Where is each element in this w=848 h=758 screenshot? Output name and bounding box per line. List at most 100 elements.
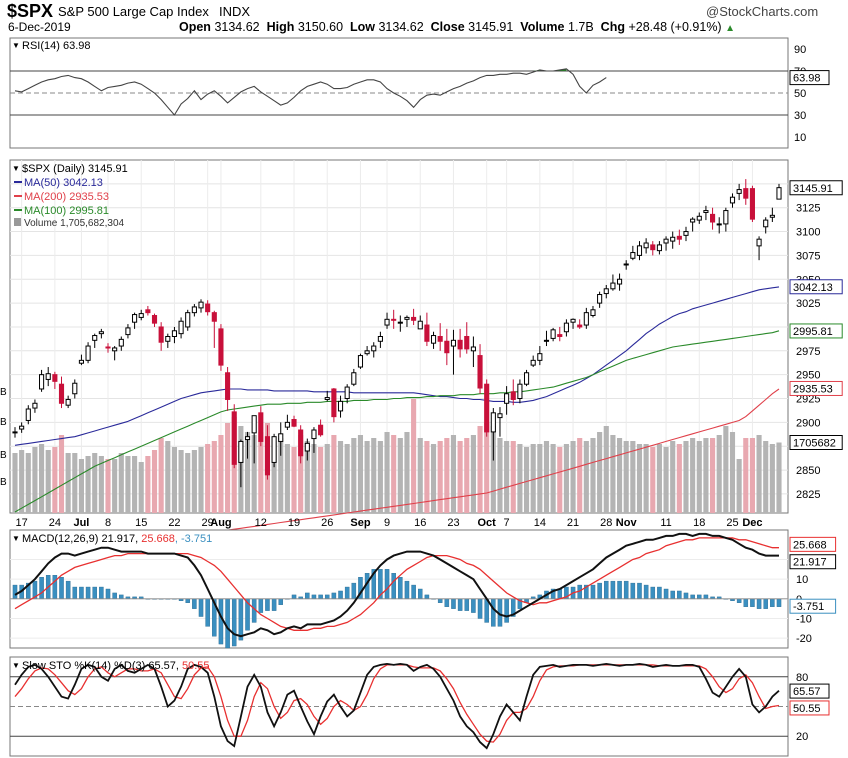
ma50-value-box-box: [789, 279, 843, 295]
candle-body: [776, 187, 782, 200]
volume-bar: [78, 459, 84, 513]
candle-body: [191, 306, 197, 314]
macd-histogram-bar: [743, 598, 749, 607]
candle-body: [331, 388, 337, 418]
volume-bar: [424, 441, 430, 513]
macd-histogram-bar: [52, 575, 58, 600]
volume-bar: [557, 447, 563, 513]
candle-body: [377, 336, 383, 342]
volume-bar: [530, 444, 536, 513]
up-arrow-icon: ▲: [725, 23, 735, 34]
volume-bar: [58, 435, 65, 513]
volume-bar: [337, 441, 344, 513]
volume-bar: [244, 432, 251, 513]
volume-bar: [776, 442, 782, 513]
volume-bar: [377, 441, 383, 513]
macd-histogram-bar: [756, 598, 762, 609]
volume-bar: [477, 426, 483, 513]
volume-bar: [756, 435, 762, 513]
high-label: High: [266, 20, 295, 34]
candle-body: [490, 412, 496, 433]
sto-tick-label: 20: [796, 731, 808, 743]
candle-body: [105, 346, 111, 349]
ma50-value-box: 3042.13: [793, 282, 833, 294]
volume-bar: [430, 444, 437, 513]
ma200-value-box: 2935.53: [793, 383, 833, 395]
macd-histogram-bar: [39, 577, 44, 600]
candle-body: [437, 336, 443, 342]
volume-bar: [749, 438, 755, 513]
price-tick-label: 2825: [796, 489, 820, 501]
ma200-value-box-box: [789, 380, 843, 396]
candle-body: [683, 231, 689, 236]
candle-body: [65, 398, 71, 406]
volume-bar: [351, 438, 357, 513]
x-axis-label: Sep: [350, 517, 370, 529]
candle-body: [643, 242, 649, 249]
macd-histogram-bar: [344, 586, 350, 600]
candle-body: [72, 382, 78, 395]
x-axis-label: 28: [600, 517, 612, 529]
macd-value: 21.917,: [101, 533, 141, 545]
volume-bar: [636, 444, 643, 513]
volume-bar: [39, 444, 45, 513]
macd-legend: MACD(12,26,9) 21.917, 25.668, -3.751: [22, 533, 212, 545]
price-value-box-box: [789, 180, 843, 196]
x-axis-label: Aug: [210, 517, 231, 529]
macd-collapse-icon: ▼: [12, 534, 20, 543]
candle-body: [484, 383, 490, 433]
volume-bar: [517, 444, 523, 513]
macd-signal-value-box: 25.668: [793, 539, 827, 551]
volume-bar: [484, 423, 490, 513]
rsi-tick-label: 90: [794, 44, 806, 56]
candle-body: [278, 433, 284, 442]
macd-histogram-bar: [318, 594, 323, 600]
macd-histogram-bar: [610, 580, 616, 600]
volume-value-box-box: [789, 435, 843, 450]
candle-body: [444, 340, 450, 354]
close-label: Close: [430, 20, 465, 34]
macd-histogram-bar: [105, 588, 111, 600]
candle-body: [138, 313, 144, 318]
volume-bar: [171, 447, 178, 513]
volume-bar: [72, 453, 78, 513]
volume-bar: [656, 444, 662, 513]
volume-bar: [616, 438, 623, 513]
sto-k-value: 65.57,: [148, 660, 182, 672]
sto-d-value-box-box: [789, 700, 830, 716]
volume-bar: [743, 438, 749, 513]
macd-histogram-bar: [437, 598, 443, 603]
candle-body: [78, 359, 84, 364]
volume-bar: [258, 432, 264, 513]
candle-body: [583, 312, 589, 326]
volume-bar: [138, 462, 144, 513]
ma100-value-box-box: [789, 323, 843, 339]
candle-body: [696, 215, 702, 221]
macd-histogram-bar: [278, 598, 283, 605]
candle-body: [530, 359, 536, 366]
macd-histogram-bar: [72, 586, 78, 600]
macd-histogram-bar: [411, 584, 416, 600]
volume-bar: [371, 438, 377, 513]
x-axis-label: Jul: [73, 517, 89, 529]
sto-d-value-box: 50.55: [793, 703, 821, 715]
macd-histogram-bar: [271, 598, 277, 611]
candle-body: [98, 331, 104, 335]
candle-body: [756, 238, 762, 247]
candle-body: [504, 393, 510, 404]
x-axis-label: 18: [693, 517, 705, 529]
volume-value-box: 1705682: [793, 438, 836, 450]
candle-body: [258, 412, 264, 442]
x-axis-label: Dec: [742, 517, 762, 529]
volume-bar: [543, 441, 550, 513]
volume-bar: [550, 444, 556, 513]
candle-body: [238, 440, 244, 463]
volume-legend: Volume 1,705,682,304: [24, 218, 125, 229]
macd-histogram-bar: [451, 598, 456, 609]
candle-body: [112, 347, 118, 352]
header-brand[interactable]: @StockCharts.com: [706, 4, 819, 19]
x-axis-label: 17: [16, 517, 28, 529]
volume-bar: [357, 435, 364, 513]
macd-histogram-bar: [491, 598, 496, 627]
header-symbol: $SPX: [7, 1, 54, 21]
